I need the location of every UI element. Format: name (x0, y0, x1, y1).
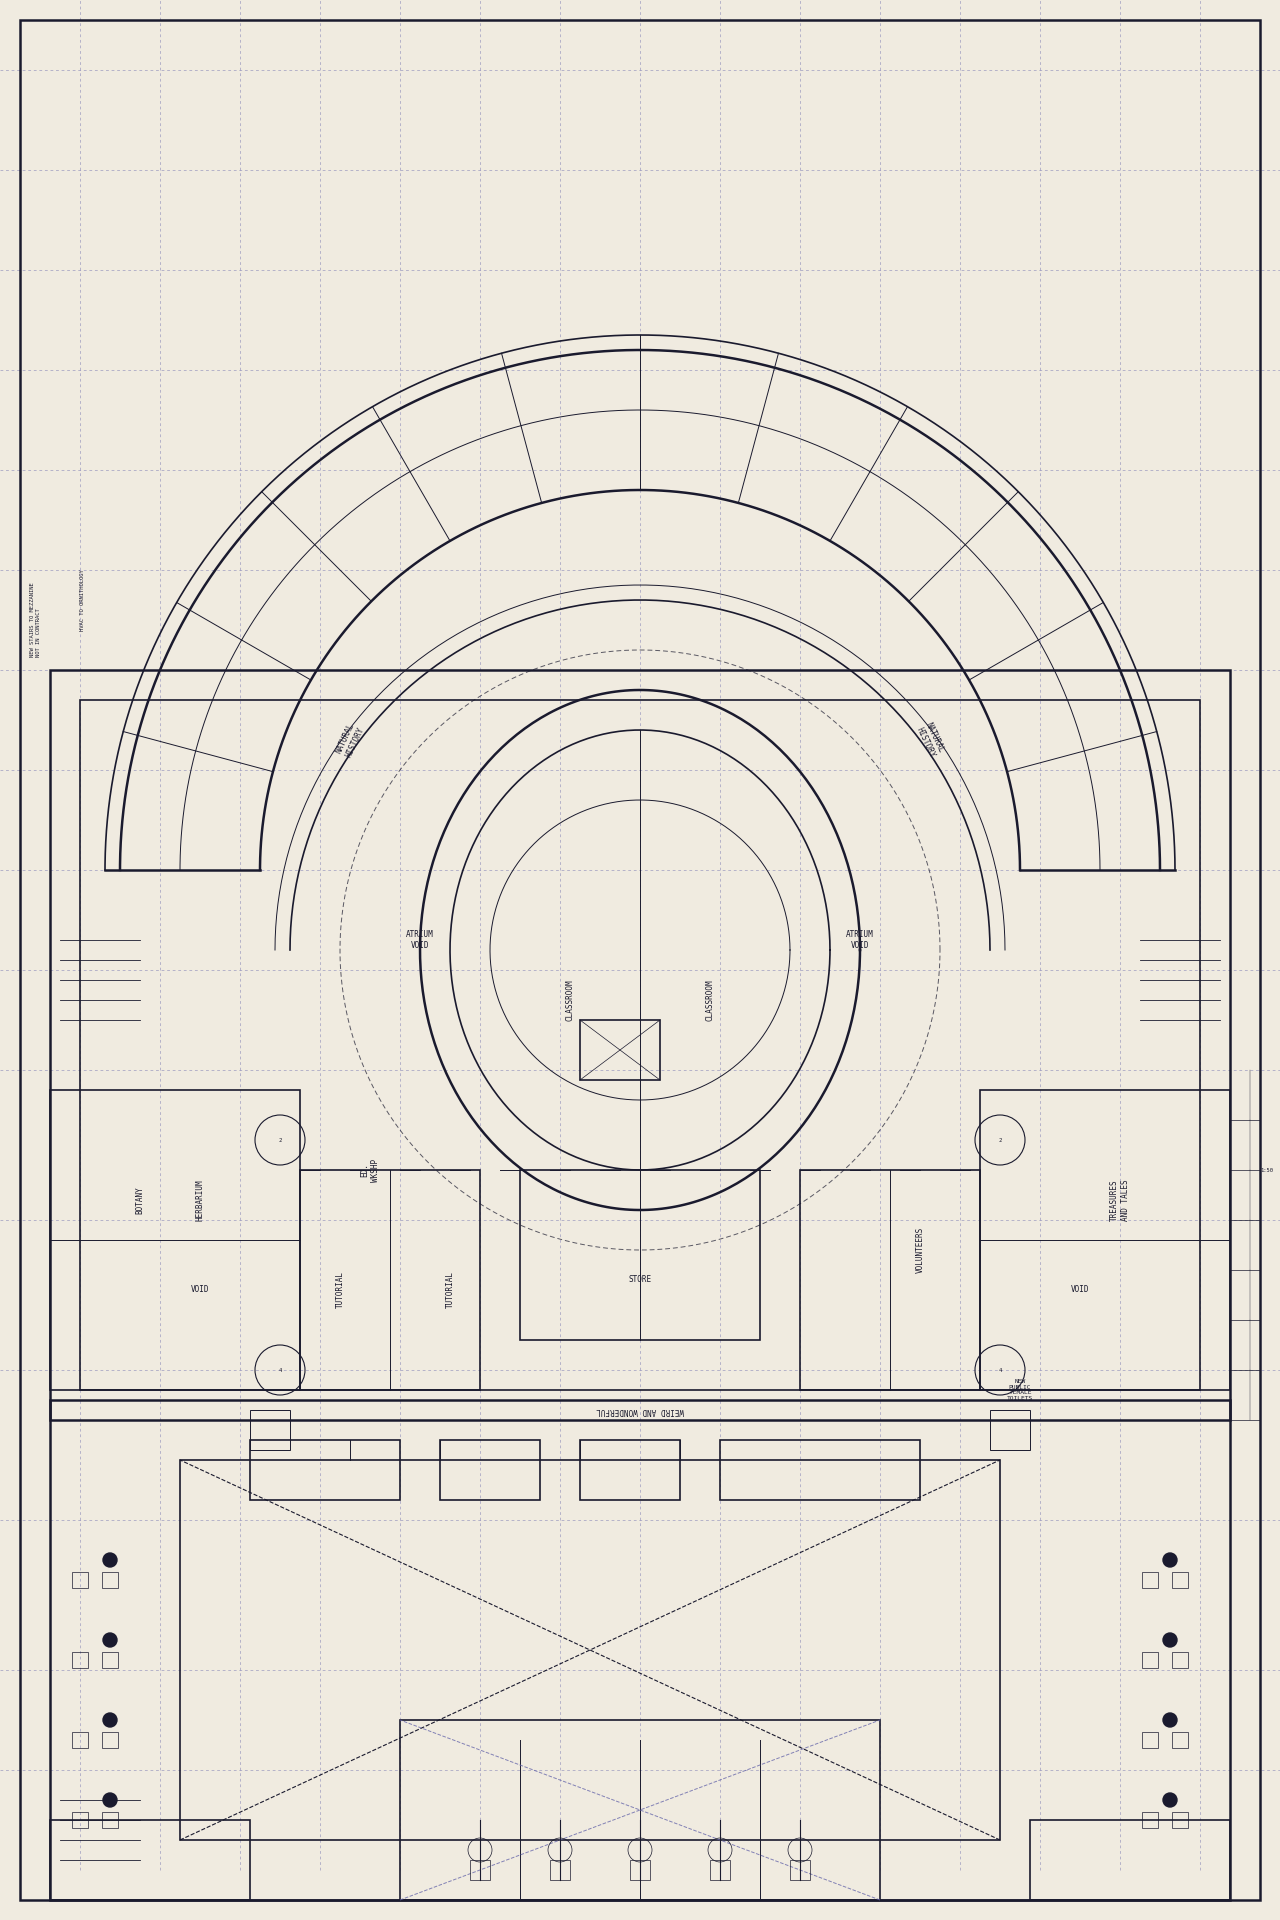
Bar (399, 1720, 881, 1901)
Text: NEW STAIRS TO MEZZANINE
NOT IN CONTRACT: NEW STAIRS TO MEZZANINE NOT IN CONTRACT (29, 582, 41, 657)
Bar (250, 1440, 399, 1500)
Text: HVAC TO ORNITHOLOGY: HVAC TO ORNITHOLOGY (79, 568, 84, 632)
Bar (550, 1860, 570, 1880)
Text: CLASSROOM: CLASSROOM (705, 979, 714, 1021)
Bar (710, 1860, 730, 1880)
Bar (50, 1091, 300, 1390)
Text: 1:50: 1:50 (1260, 1167, 1274, 1173)
Bar (50, 1400, 1230, 1901)
Bar (1142, 1572, 1158, 1588)
Bar (470, 1860, 490, 1880)
Bar (250, 1409, 291, 1450)
Bar (1172, 1732, 1188, 1747)
Text: VOID: VOID (1071, 1286, 1089, 1294)
Text: NEW
PUBLIC
FEMALE
TOILETS: NEW PUBLIC FEMALE TOILETS (1007, 1379, 1033, 1402)
Circle shape (102, 1793, 116, 1807)
Bar (989, 1409, 1030, 1450)
Circle shape (102, 1634, 116, 1647)
Bar (1172, 1572, 1188, 1588)
Bar (72, 1572, 88, 1588)
Bar (1142, 1651, 1158, 1668)
Bar (72, 1651, 88, 1668)
Text: NATURAL
HISTORY: NATURAL HISTORY (914, 722, 946, 758)
Bar (580, 1020, 660, 1079)
Circle shape (102, 1713, 116, 1726)
Bar (1142, 1732, 1158, 1747)
Bar (790, 1860, 810, 1880)
Bar (719, 1440, 920, 1500)
Text: 4: 4 (278, 1367, 282, 1373)
Bar (980, 1091, 1230, 1390)
Bar (102, 1572, 118, 1588)
Bar (520, 1169, 760, 1340)
Bar (50, 670, 1230, 1421)
Bar (102, 1732, 118, 1747)
Text: VOLUNTEERS: VOLUNTEERS (915, 1227, 924, 1273)
Bar (300, 1169, 480, 1390)
Text: 2: 2 (278, 1137, 282, 1142)
Bar (440, 1440, 540, 1500)
Circle shape (1164, 1713, 1178, 1726)
Text: ED.
WKSHP: ED. WKSHP (360, 1158, 380, 1181)
Bar (630, 1860, 650, 1880)
Text: TUTORIAL: TUTORIAL (445, 1271, 454, 1309)
Circle shape (102, 1553, 116, 1567)
Text: 4: 4 (998, 1367, 1002, 1373)
Circle shape (1164, 1793, 1178, 1807)
Bar (50, 1820, 250, 1901)
Text: HERBARIUM: HERBARIUM (196, 1179, 205, 1221)
Text: TUTORIAL: TUTORIAL (335, 1271, 344, 1309)
Bar (79, 701, 1201, 1390)
Bar (102, 1812, 118, 1828)
Circle shape (1164, 1553, 1178, 1567)
Text: BOTANY: BOTANY (136, 1187, 145, 1213)
Bar (1142, 1812, 1158, 1828)
Bar (72, 1732, 88, 1747)
Text: 2: 2 (998, 1137, 1002, 1142)
Text: ATRIUM
VOID: ATRIUM VOID (406, 931, 434, 950)
Bar (1172, 1651, 1188, 1668)
Bar (580, 1440, 680, 1500)
Bar (1172, 1812, 1188, 1828)
Bar (1030, 1820, 1230, 1901)
Text: VOID: VOID (191, 1286, 209, 1294)
Text: ATRIUM
VOID: ATRIUM VOID (846, 931, 874, 950)
Bar (800, 1169, 980, 1390)
Text: NATURAL
HISTORY: NATURAL HISTORY (334, 722, 366, 758)
Text: STORE: STORE (628, 1275, 652, 1284)
Circle shape (1164, 1634, 1178, 1647)
Text: WEIRD AND WONDERFUL: WEIRD AND WONDERFUL (596, 1405, 684, 1415)
Text: TREASURES
AND TALES: TREASURES AND TALES (1110, 1179, 1130, 1221)
Text: CLASSROOM: CLASSROOM (566, 979, 575, 1021)
Bar (72, 1812, 88, 1828)
Bar (102, 1651, 118, 1668)
Bar (180, 1459, 1000, 1839)
